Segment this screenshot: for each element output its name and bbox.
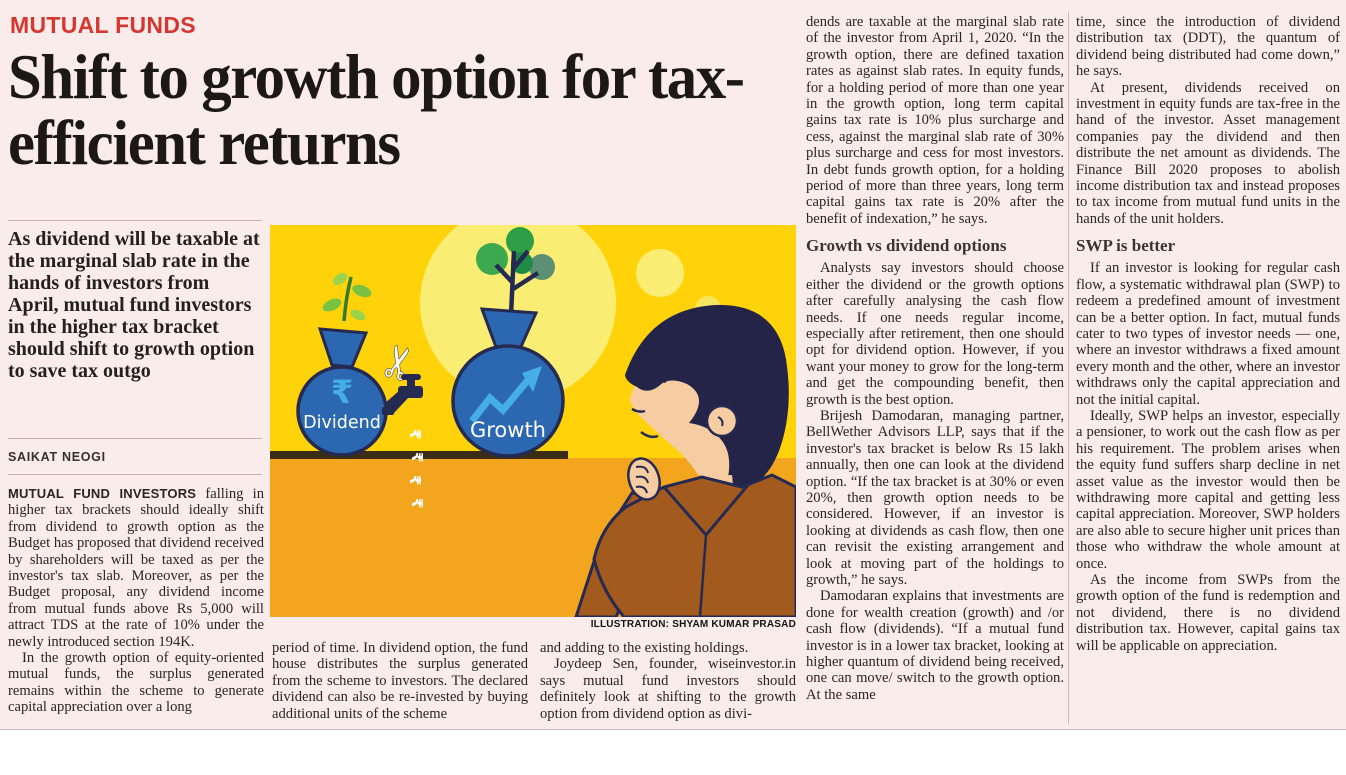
ear-line — [717, 416, 724, 427]
paragraph: and adding to the existing holdings. — [540, 640, 749, 656]
rupee-drip-icon: ₹ — [408, 498, 426, 508]
paragraph: Ideally, SWP helps an investor, especial… — [1076, 407, 1340, 572]
paragraph: MUTUAL FUND INVESTORS falling in higher … — [8, 486, 264, 650]
article-column-1: MUTUAL FUND INVESTORS falling in higher … — [8, 486, 264, 730]
tap-icon — [382, 374, 423, 415]
divider — [8, 474, 262, 475]
leaf — [332, 272, 348, 286]
rupee-icon: ₹ — [331, 373, 353, 411]
rupee-drips: ₹ ₹ ₹ ₹ — [406, 429, 426, 508]
dividend-label: Dividend — [303, 413, 381, 433]
man-mouth — [640, 430, 659, 439]
column-rule — [1068, 12, 1069, 724]
paragraph: Brijesh Damodaran, managing partner, Bel… — [806, 407, 1064, 588]
leaf — [352, 284, 372, 298]
headline: Shift to growth option for tax-efficient… — [8, 41, 745, 178]
paragraph-text: falling in higher tax brackets should id… — [8, 486, 264, 650]
rupee-drip-icon: ₹ — [406, 429, 424, 439]
table-edge — [270, 451, 568, 459]
man-hair — [625, 304, 789, 495]
article-column-2a: period of time. In dividend option, the … — [272, 640, 528, 730]
divider — [8, 220, 262, 221]
man-hand — [627, 457, 661, 501]
dividend-money-bag: ₹ Dividend — [296, 272, 388, 457]
tree-foliage — [511, 252, 533, 274]
tree-trunk — [494, 249, 540, 316]
paragraph: Analysts say investors should choose eit… — [806, 260, 1064, 408]
section-heading: SWP is better — [1076, 236, 1176, 256]
rupee-drip-icon: ₹ — [406, 475, 424, 485]
paragraph: dends are taxable at the marginal slab r… — [806, 14, 1064, 227]
man-nose-line — [631, 407, 646, 413]
hand-fingers — [635, 465, 649, 494]
paragraph: As the income from SWPs from the growth … — [1076, 572, 1340, 654]
leaf — [350, 309, 366, 321]
man-eye — [650, 377, 667, 384]
thinking-man — [574, 304, 796, 617]
illustration-dividend-vs-growth: ₹ Dividend ✂ ₹ ₹ ₹ ₹ — [270, 225, 796, 617]
paragraph: period of time. In dividend option, the … — [272, 640, 528, 722]
plant-stem — [342, 276, 353, 322]
illustration-credit: ILLUSTRATION: SHYAM KUMAR PRASAD — [590, 619, 796, 630]
paragraph: If an investor is looking for regular ca… — [1076, 260, 1340, 408]
rupee-drip-icon: ₹ — [408, 452, 426, 462]
section-heading: Growth vs dividend options — [806, 236, 1007, 256]
standfirst: As dividend will be taxable at the margi… — [8, 228, 260, 382]
man-eyebrow — [644, 364, 674, 374]
growth-money-bag: Growth — [451, 227, 565, 458]
article-column-2b: and adding to the existing holdings. Joy… — [540, 640, 796, 730]
paragraph: In the growth option of equity-oriented … — [8, 650, 264, 716]
leaf — [322, 298, 342, 312]
paragraph: Damodaran explains that investments are … — [806, 588, 1064, 703]
tree-foliage — [506, 227, 534, 255]
article-column-4: time, since the introduction of dividend… — [1076, 14, 1340, 730]
divider — [8, 438, 262, 439]
section-kicker: MUTUAL FUNDS — [10, 12, 196, 38]
growth-label: Growth — [470, 418, 546, 442]
light-circle — [636, 249, 684, 297]
paragraph: At present, dividends received on invest… — [1076, 79, 1340, 227]
paragraph: time, since the introduction of dividend… — [1076, 14, 1340, 80]
lead-in: MUTUAL FUND INVESTORS — [8, 486, 197, 501]
man-coat — [592, 473, 796, 617]
article-column-3: dends are taxable at the marginal slab r… — [806, 14, 1064, 730]
growth-arrow-icon — [469, 377, 531, 424]
paragraph: Joydeep Sen, founder, wiseinvestor.in sa… — [540, 656, 796, 722]
coat-seam — [698, 534, 708, 617]
byline: SAIKAT NEOGI — [8, 450, 106, 464]
growth-arrowhead-icon — [522, 366, 542, 392]
epaper-footer: FINANCIAL EXPRESS READ TO LEAD Wed, 12 F… — [0, 729, 1346, 775]
